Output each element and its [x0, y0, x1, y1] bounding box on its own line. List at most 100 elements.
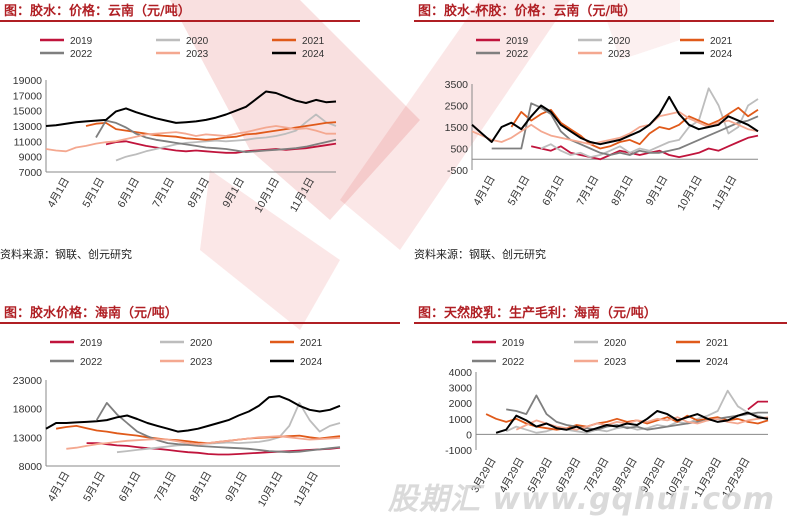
title-divider [414, 322, 787, 324]
legend-label-2023: 2023 [190, 357, 213, 368]
series-line-2022 [506, 394, 768, 431]
legend-label-2021: 2021 [300, 338, 323, 349]
x-tick-label: 5月1日 [81, 470, 108, 504]
x-tick-label: 11月1日 [710, 174, 739, 213]
panel-title: 图：天然胶乳：生产毛利：海南（元/吨） [418, 306, 657, 321]
y-tick-label: 3500 [445, 79, 469, 91]
y-tick-label: 19000 [13, 75, 42, 87]
x-tick-label: 6月1日 [117, 470, 144, 504]
x-tick-label: 5月1日 [506, 174, 533, 208]
x-tick-label: 4月1日 [471, 174, 498, 208]
x-tick-label: 7月1日 [152, 470, 179, 504]
x-tick-label: 10月1日 [252, 176, 282, 215]
series-line-2020 [540, 87, 759, 158]
series-line-2021 [510, 106, 759, 150]
y-tick-label: 1000 [449, 414, 473, 426]
x-tick-label: 6月1日 [115, 176, 142, 210]
series-line-2022 [491, 102, 759, 156]
title-divider [0, 322, 400, 324]
y-tick-label: 13000 [13, 432, 42, 444]
legend-label-2023: 2023 [608, 49, 631, 60]
panel-title: 图：胶水价格：海南（元/吨） [4, 306, 178, 321]
x-tick-label: 11月1日 [288, 176, 317, 215]
series-line-2023 [471, 111, 759, 146]
legend-label-2024: 2024 [300, 357, 323, 368]
y-tick-label: 7000 [19, 167, 43, 179]
series-line-2023 [66, 435, 341, 450]
y-tick-label: 2000 [449, 398, 473, 410]
legend-label-2020: 2020 [604, 338, 627, 349]
series-line-2019 [86, 442, 341, 456]
series-line-2023 [45, 125, 336, 153]
legend-label-2020: 2020 [186, 36, 209, 47]
legend-label-2019: 2019 [80, 338, 103, 349]
y-tick-label: 17000 [13, 90, 42, 102]
series-line-2022 [95, 402, 341, 454]
series-line-2021 [85, 121, 337, 141]
legend-label-2024: 2024 [302, 49, 325, 60]
x-tick-label: 8月1日 [185, 176, 212, 210]
legend-label-2022: 2022 [70, 49, 93, 60]
x-tick-label: 6月1日 [540, 174, 567, 208]
y-tick-label: 0 [466, 429, 472, 441]
y-tick-label: 9000 [19, 152, 43, 164]
series-line-2020 [505, 389, 769, 434]
y-tick-label: 8000 [19, 461, 43, 473]
y-tick-label: 11000 [14, 136, 43, 148]
panel-title: 图：胶水-杯胶：价格：云南（元/吨） [418, 4, 637, 19]
legend-label-2021: 2021 [302, 36, 325, 47]
legend-label-2020: 2020 [190, 338, 213, 349]
y-tick-label: 15000 [13, 106, 42, 118]
legend-label-2022: 2022 [502, 357, 525, 368]
series-line-2021 [55, 425, 341, 444]
panel-yunnan-latex-price: 图：胶水：价格：云南（元/吨） 2019 2020 2021 2022 2023 2024… [0, 0, 360, 270]
chart-hainan-latex-margin: 2019 2020 2021 2022 2023 2024 -1000 0 1000 2000 30… [445, 338, 769, 500]
source-note: 资料来源：钢联、创元研究 [0, 248, 132, 261]
x-tick-label: 4月1日 [45, 176, 72, 210]
watermark-text: 股期汇 www.gqhui.com [388, 482, 776, 517]
y-tick-label: 500 [450, 144, 468, 156]
panel-hainan-latex-margin: 图：天然胶乳：生产毛利：海南（元/吨） 2019 2020 2021 2022 2023… [414, 302, 787, 520]
y-tick-label: 13000 [13, 121, 42, 133]
series-line-2022 [95, 119, 337, 153]
series-line-2019 [531, 134, 759, 161]
y-tick-label: 4000 [449, 367, 473, 379]
legend-label-2019: 2019 [70, 36, 93, 47]
x-tick-label: 4月1日 [46, 470, 73, 504]
panel-title: 图：胶水：价格：云南（元/吨） [4, 4, 191, 19]
x-tick-label: 9月1日 [223, 470, 250, 504]
x-tick-label: 10月1日 [675, 174, 705, 213]
y-tick-label: -1000 [445, 445, 472, 457]
legend-label-2020: 2020 [608, 36, 631, 47]
legend-label-2023: 2023 [186, 49, 209, 60]
series-line-2019 [747, 400, 768, 411]
y-tick-label: 1500 [445, 122, 469, 134]
title-divider [414, 20, 774, 22]
legend-label-2019: 2019 [502, 338, 525, 349]
series-line-2020 [116, 402, 341, 454]
y-tick-label: 2500 [445, 101, 469, 113]
y-tick-label: -500 [447, 165, 468, 177]
legend-label-2021: 2021 [710, 36, 733, 47]
x-tick-label: 7月1日 [150, 176, 177, 210]
x-tick-label: 9月1日 [644, 174, 671, 208]
y-tick-label: 18000 [13, 404, 42, 416]
chart-yunnan-latex-price: 2019 2020 2021 2022 2023 2024 7000 9000 11000 130… [13, 36, 337, 215]
series-line-2024 [45, 90, 337, 127]
chart-yunnan-latex-cup-spread: 2019 2020 2021 2022 2023 2024 -500 500 1500 2500 3… [445, 36, 759, 213]
series-line-2024 [45, 395, 341, 433]
x-tick-label: 7月1日 [575, 174, 602, 208]
series-line-2019 [105, 140, 337, 154]
x-tick-label: 10月1日 [256, 470, 286, 509]
legend-label-2021: 2021 [706, 338, 729, 349]
x-tick-label: 8月1日 [609, 174, 636, 208]
legend-label-2019: 2019 [506, 36, 529, 47]
x-tick-label: 9月1日 [220, 176, 247, 210]
source-note: 资料来源：钢联、创元研究 [414, 248, 546, 261]
x-tick-label: 5月1日 [80, 176, 107, 210]
legend-label-2024: 2024 [706, 357, 729, 368]
y-tick-label: 23000 [13, 375, 42, 387]
chart-hainan-latex-price: 2019 2020 2021 2022 2023 2024 8000 13000 18000 23… [13, 338, 341, 509]
legend-label-2022: 2022 [506, 49, 529, 60]
legend-label-2024: 2024 [710, 49, 733, 60]
